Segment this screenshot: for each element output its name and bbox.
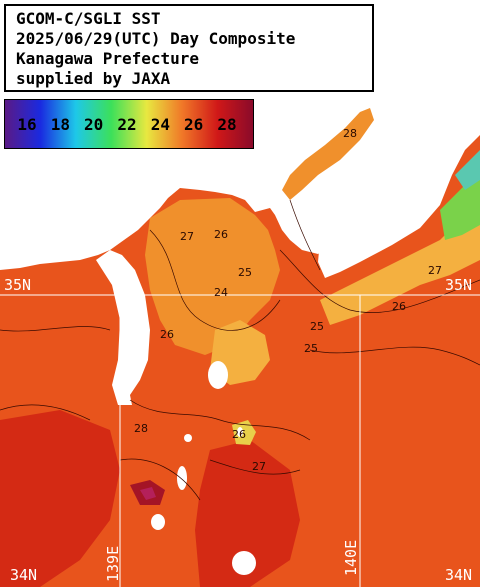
- title-line-credit: supplied by JAXA: [16, 69, 171, 88]
- lon-139-label: 139E: [104, 545, 122, 582]
- legend-tick-labels: 16 18 20 22 24 26 28: [5, 115, 253, 135]
- hot-water-west: [0, 410, 120, 587]
- contour-label: 26: [392, 300, 406, 313]
- contour-label: 26: [214, 228, 228, 241]
- island-niijima: [177, 466, 187, 490]
- legend-tick-26: 26: [184, 115, 204, 134]
- graticule: [0, 294, 480, 587]
- legend-tick-16: 16: [17, 115, 37, 134]
- green-water-northeast: [440, 170, 480, 240]
- cooler-water-northeast: [320, 200, 480, 325]
- cool-water-tokyo-bay: [282, 108, 374, 200]
- cool-water-bay: [145, 198, 280, 355]
- contour-label: 26: [160, 328, 174, 341]
- contour-label: 28: [343, 127, 357, 140]
- island-kozushima: [232, 551, 256, 575]
- contour-label-group: 28 27 26 25 24 26 25 27 26 28 25 26 27: [134, 127, 442, 473]
- lat-35-left-label: 35N: [4, 276, 32, 294]
- contour-lines: [0, 199, 480, 501]
- contour-label: 27: [180, 230, 194, 243]
- island-small: [237, 427, 243, 437]
- hot-water-south: [195, 440, 300, 587]
- yellow-water-south: [232, 420, 256, 445]
- contour-label: 28: [134, 422, 148, 435]
- contour-label: 26: [232, 428, 246, 441]
- lat-34-right-label: 34N: [445, 566, 473, 584]
- land-izu-peninsula: [96, 250, 150, 405]
- island-oshima: [208, 361, 228, 389]
- contour-label: 25: [310, 320, 324, 333]
- legend-tick-28: 28: [217, 115, 237, 134]
- legend-tick-18: 18: [50, 115, 70, 134]
- legend-tick-24: 24: [150, 115, 170, 134]
- cyan-water-northeast: [455, 150, 480, 190]
- title-line-date: 2025/06/29(UTC) Day Composite: [16, 29, 296, 48]
- map-title-box: GCOM-C/SGLI SST 2025/06/29(UTC) Day Comp…: [4, 4, 374, 92]
- contour-label: 24: [214, 286, 228, 299]
- lat-34-left-label: 34N: [10, 566, 38, 584]
- contour-label: 25: [304, 342, 318, 355]
- contour-label: 27: [428, 264, 442, 277]
- contour-label: 25: [238, 266, 252, 279]
- magenta-core: [140, 487, 156, 500]
- island-toshima: [184, 434, 192, 442]
- title-line-satellite: GCOM-C/SGLI SST: [16, 9, 161, 28]
- lon-140-label: 140E: [342, 539, 360, 576]
- title-line-region: Kanagawa Prefecture: [16, 49, 200, 68]
- sst-color-legend: 16 18 20 22 24 26 28: [4, 99, 254, 149]
- legend-tick-22: 22: [117, 115, 137, 134]
- contour-label: 27: [252, 460, 266, 473]
- legend-tick-20: 20: [84, 115, 104, 134]
- island-shikinejima: [151, 514, 165, 530]
- lat-35-right-label: 35N: [445, 276, 473, 294]
